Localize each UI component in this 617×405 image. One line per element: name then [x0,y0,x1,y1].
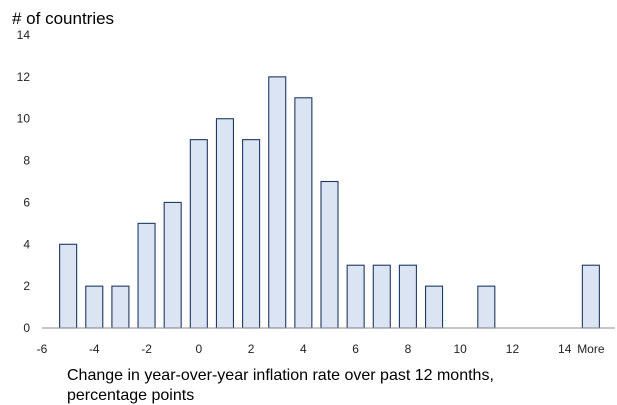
bar [59,243,78,329]
bar [372,264,391,329]
x-tick-label: 12 [506,342,520,356]
y-tick-label: 6 [23,195,30,209]
x-tick-label: 8 [405,342,412,356]
x-tick-label: 6 [352,342,359,356]
y-tick-label: 14 [17,28,31,42]
bar [242,139,261,329]
bar [398,264,417,329]
x-tick-label: 0 [195,342,202,356]
bar [215,118,235,329]
bar [163,201,182,329]
bar [111,285,130,329]
y-tick-label: 2 [23,279,30,293]
x-tick-label: More [577,342,605,356]
y-axis-title: # of countries [12,9,114,28]
y-tick-label: 0 [23,321,30,335]
y-tick-label: 8 [23,154,30,168]
x-axis-title-line-1: Change in year-over-year inflation rate … [67,367,494,384]
bar [189,139,208,329]
y-axis-ticks: 0 2 4 6 8 10 12 14 [17,28,31,335]
x-tick-label: 10 [454,342,468,356]
x-axis-title-line-2: percentage points [67,387,194,404]
y-tick-label: 12 [17,70,31,84]
bar [137,222,156,329]
bar [320,180,339,329]
bar [581,264,600,329]
x-tick-label: -4 [89,342,100,356]
y-tick-label: 4 [23,237,30,251]
bar [346,264,365,329]
x-tick-label: -6 [37,342,48,356]
x-tick-label: 4 [300,342,307,356]
bar [477,285,496,329]
y-tick-label: 10 [17,112,31,126]
bar [294,97,313,329]
x-tick-label: 14 [558,342,572,356]
bars [59,76,600,329]
x-axis-ticks: -6 -4 -2 0 2 4 6 8 10 12 14 More [37,342,605,356]
bar [268,76,287,329]
bar [85,285,104,329]
bar [424,285,444,329]
x-tick-label: 2 [248,342,255,356]
x-tick-label: -2 [141,342,152,356]
